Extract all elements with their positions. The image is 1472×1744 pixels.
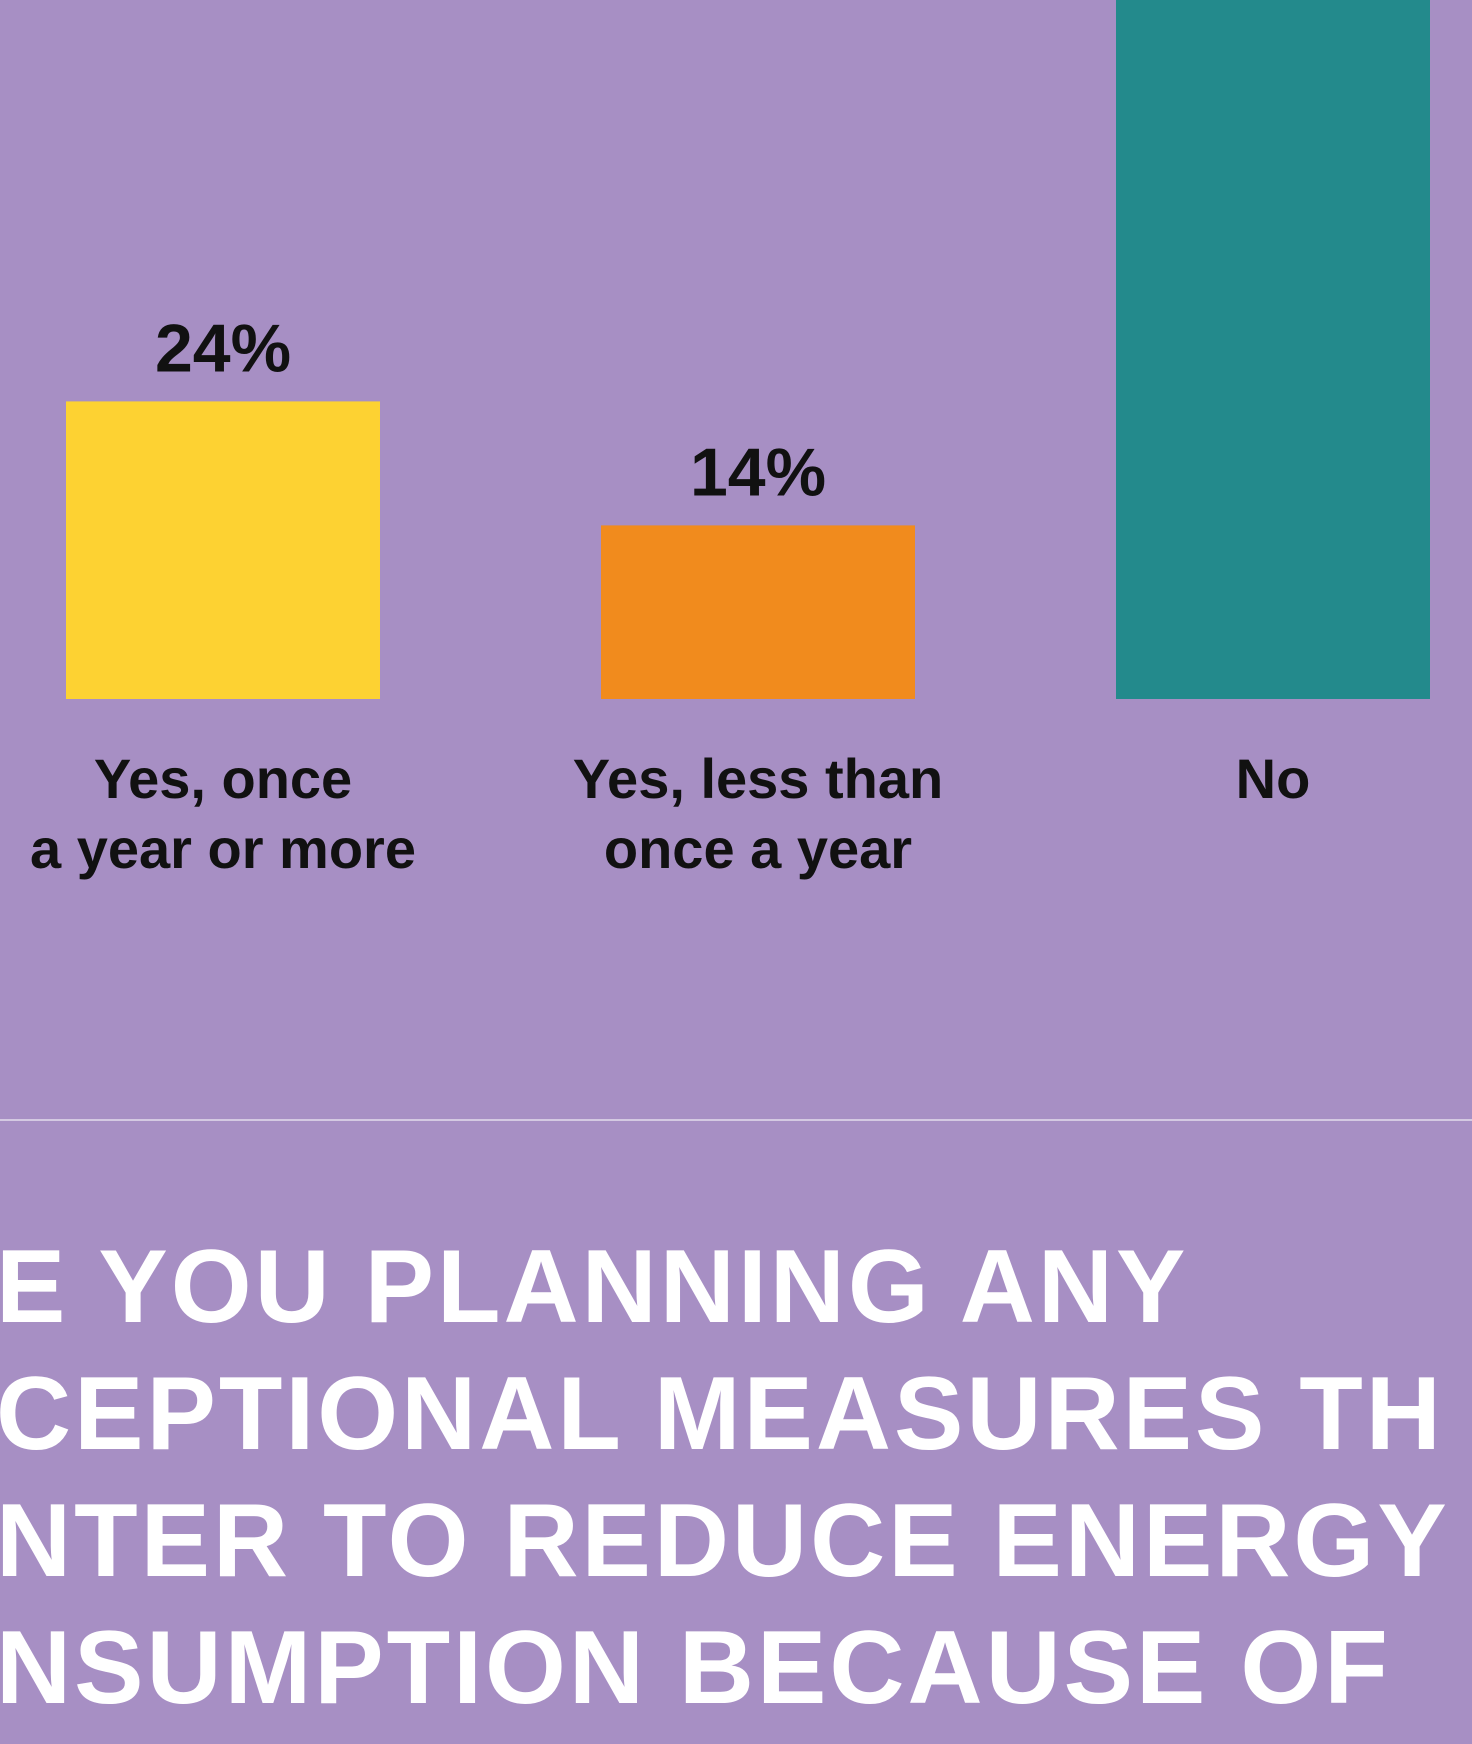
category-label: Yes, once [94, 747, 352, 810]
category-label: once a year [604, 817, 912, 880]
bar [601, 525, 915, 699]
footer-title-line: NTER TO REDUCE ENERGY [0, 1483, 1450, 1599]
footer-title-line: NSUMPTION BECAUSE OF [0, 1610, 1391, 1726]
category-label: Yes, less than [573, 747, 943, 810]
value-label: 24% [155, 310, 291, 386]
bar [1116, 0, 1430, 699]
value-label: 14% [690, 434, 826, 510]
bar [66, 401, 380, 699]
footer-title-line: CEPTIONAL MEASURES TH [0, 1356, 1444, 1472]
category-label: a year or more [30, 817, 416, 880]
footer-title-line: E YOU PLANNING ANY [0, 1229, 1188, 1345]
category-label: No [1236, 747, 1311, 810]
